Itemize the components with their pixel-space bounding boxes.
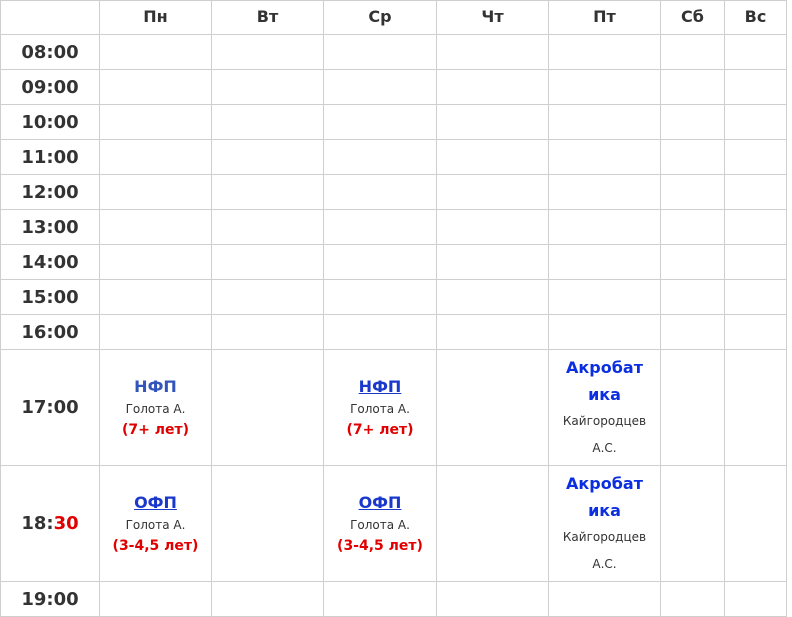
day-header-wed: Ср xyxy=(323,0,437,35)
class-cell-wed-1700: НФП Голота А. (7+ лет) xyxy=(323,349,437,466)
time-label: 10:00 xyxy=(0,104,100,140)
corner-cell xyxy=(0,0,100,35)
age-group: (7+ лет) xyxy=(121,422,189,438)
time-label: 15:00 xyxy=(0,279,100,315)
trainer-name: Кайгородцев А.С. xyxy=(562,529,647,571)
time-hour: 18: xyxy=(21,513,54,534)
age-group: (7+ лет) xyxy=(346,422,414,438)
table-row-1830: 18:30 ОФП Голота А. (3-4,5 лет) ОФП Голо… xyxy=(0,465,787,582)
table-row: 08:00 xyxy=(0,34,787,70)
class-cell-fri-1830: Акробатика Кайгородцев А.С. xyxy=(548,465,661,582)
class-cell-mon-1700: НФП Голота А. (7+ лет) xyxy=(99,349,212,466)
class-title: Акробатика xyxy=(566,357,643,404)
time-label: 14:00 xyxy=(0,244,100,280)
table-row: 10:00 xyxy=(0,104,787,140)
trainer-name: Голота А. xyxy=(350,402,410,416)
table-row: 13:00 xyxy=(0,209,787,245)
table-row: 14:00 xyxy=(0,244,787,280)
class-cell-wed-1830: ОФП Голота А. (3-4,5 лет) xyxy=(323,465,437,582)
day-header-thu: Чт xyxy=(436,0,549,35)
time-label: 16:00 xyxy=(0,314,100,350)
table-row: 16:00 xyxy=(0,314,787,350)
class-cell-fri-1700: Акробатика Кайгородцев А.С. xyxy=(548,349,661,466)
day-header-fri: Пт xyxy=(548,0,661,35)
day-header-tue: Вт xyxy=(211,0,324,35)
time-label: 19:00 xyxy=(0,581,100,617)
age-group: (3-4,5 лет) xyxy=(337,538,423,554)
class-title-link[interactable]: ОФП xyxy=(134,493,177,512)
class-title-link[interactable]: ОФП xyxy=(358,493,402,512)
class-title-link[interactable]: НФП xyxy=(358,377,402,396)
table-row: 15:00 xyxy=(0,279,787,315)
time-label: 17:00 xyxy=(0,349,100,466)
class-title: НФП xyxy=(134,377,177,396)
time-label: 08:00 xyxy=(0,34,100,70)
header-row: Пн Вт Ср Чт Пт Сб Вс xyxy=(0,0,787,35)
class-title: Акробатика xyxy=(566,473,643,520)
trainer-name: Голота А. xyxy=(125,402,186,416)
table-row: 12:00 xyxy=(0,174,787,210)
time-label: 18:30 xyxy=(0,465,100,582)
table-row: 11:00 xyxy=(0,139,787,175)
time-label: 09:00 xyxy=(0,69,100,105)
day-header-mon: Пн xyxy=(99,0,212,35)
time-label: 12:00 xyxy=(0,174,100,210)
day-header-sat: Сб xyxy=(660,0,725,35)
trainer-name: Голота А. xyxy=(125,518,186,532)
time-label: 11:00 xyxy=(0,139,100,175)
trainer-name: Голота А. xyxy=(350,518,410,532)
table-row: 09:00 xyxy=(0,69,787,105)
table-row: 19:00 xyxy=(0,581,787,617)
day-header-sun: Вс xyxy=(724,0,787,35)
age-group: (3-4,5 лет) xyxy=(112,538,199,554)
time-label: 13:00 xyxy=(0,209,100,245)
time-minutes: 30 xyxy=(53,513,79,534)
trainer-name: Кайгородцев А.С. xyxy=(562,413,647,455)
class-cell-mon-1830: ОФП Голота А. (3-4,5 лет) xyxy=(99,465,212,582)
table-row-1700: 17:00 НФП Голота А. (7+ лет) НФП Голота … xyxy=(0,349,787,466)
